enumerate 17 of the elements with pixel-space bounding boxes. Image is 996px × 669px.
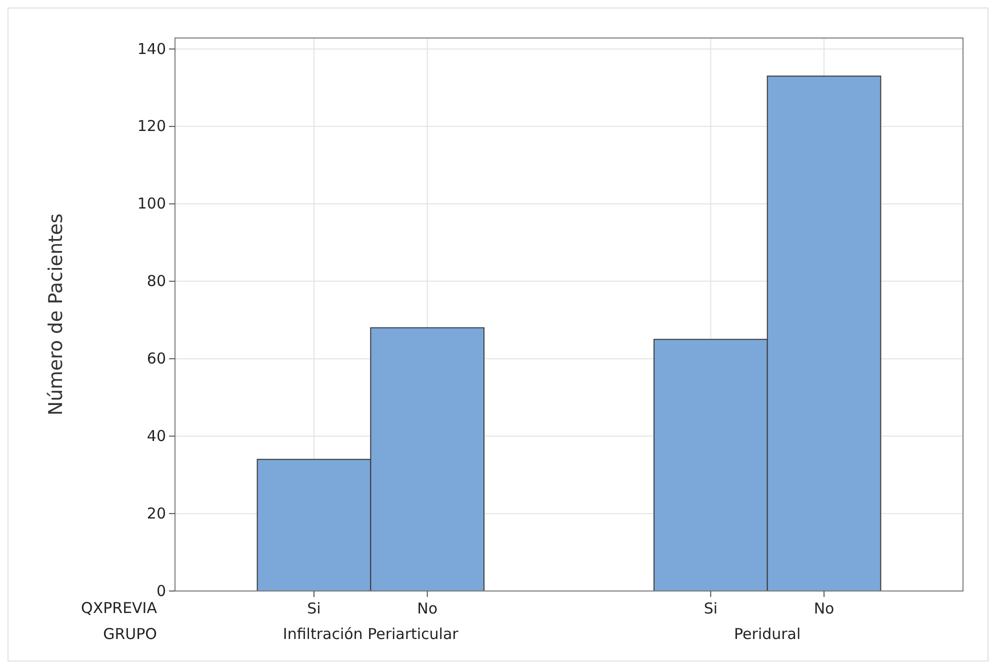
y-tick-label: 100 bbox=[137, 194, 166, 213]
y-tick-label: 80 bbox=[146, 272, 166, 290]
y-tick-label: 120 bbox=[137, 117, 166, 136]
x-tick-label: Si bbox=[307, 600, 321, 618]
x-tick-label: No bbox=[417, 600, 438, 618]
y-tick-label: 0 bbox=[156, 582, 166, 600]
y-tick-label: 20 bbox=[146, 504, 166, 522]
x-tick-label: No bbox=[814, 600, 834, 618]
y-tick-label: 40 bbox=[146, 426, 166, 445]
text: Peridural bbox=[734, 625, 801, 643]
x-tick-label: Si bbox=[704, 600, 718, 618]
y-axis-title: Número de Pacientes bbox=[45, 213, 67, 416]
text: GRUPO bbox=[103, 625, 157, 643]
y-tick-label: 140 bbox=[137, 40, 166, 58]
text: Infiltración Periarticular bbox=[282, 625, 460, 643]
text: QXPREVIA bbox=[81, 599, 158, 617]
y-tick-label: 60 bbox=[146, 350, 166, 368]
